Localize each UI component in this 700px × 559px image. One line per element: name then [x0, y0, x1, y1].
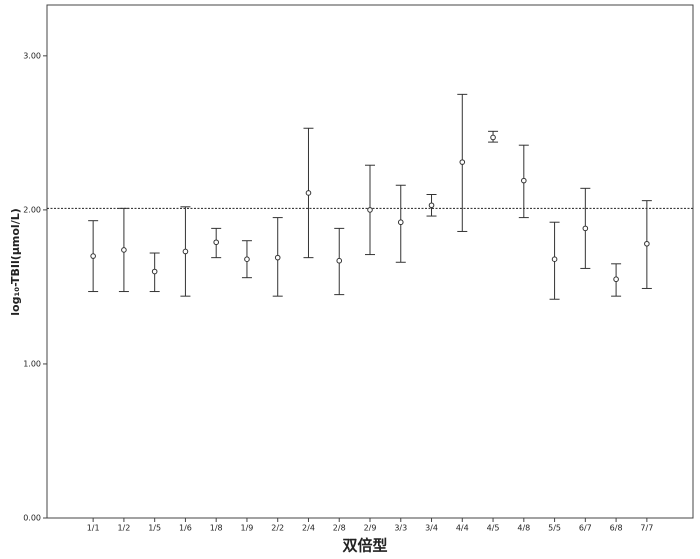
mean-point	[305, 190, 312, 196]
y-tick-label: 3.00	[23, 51, 41, 60]
mean-point	[459, 159, 466, 165]
x-tick-label: 4/4	[456, 524, 469, 533]
y-tick-label: 2.00	[23, 205, 41, 214]
mean-point	[397, 219, 404, 226]
mean-point	[336, 257, 343, 264]
mean-point	[274, 254, 281, 261]
mean-point	[151, 268, 158, 275]
mean-point	[551, 256, 558, 262]
x-tick-label: 4/8	[517, 524, 530, 533]
x-tick-label: 6/8	[610, 524, 623, 533]
x-tick-label: 3/3	[394, 524, 407, 533]
x-tick-label: 2/9	[364, 524, 377, 533]
x-tick-label: 1/6	[179, 524, 192, 533]
mean-point	[213, 239, 219, 246]
x-axis-label: 双倍型	[342, 537, 387, 555]
mean-point	[121, 247, 127, 253]
x-tick-label: 1/1	[87, 524, 100, 533]
mean-point	[490, 134, 496, 141]
x-tick-label: 2/4	[302, 524, 315, 533]
mean-point	[644, 240, 650, 247]
mean-point	[244, 256, 250, 262]
x-tick-label: 5/5	[548, 524, 561, 533]
x-tick-label: 2/8	[333, 524, 346, 533]
mean-point	[521, 177, 527, 184]
mean-point	[582, 225, 589, 232]
x-tick-label: 2/2	[271, 524, 284, 533]
x-tick-label: 1/2	[117, 524, 130, 533]
x-tick-label: 1/5	[148, 524, 161, 533]
x-tick-label: 4/5	[487, 524, 500, 533]
x-tick-label: 1/8	[210, 524, 223, 533]
x-tick-label: 7/7	[640, 524, 653, 533]
plot-frame	[46, 4, 694, 519]
x-tick-label: 6/7	[579, 524, 592, 533]
x-tick-label: 1/9	[241, 524, 254, 533]
mean-point	[182, 248, 189, 255]
y-axis-label: log₁₀-TBIl(μmol/L)	[9, 208, 22, 316]
mean-point	[428, 202, 435, 209]
mean-point	[90, 253, 96, 259]
y-tick-label: 0.00	[23, 514, 41, 523]
mean-point	[367, 207, 373, 213]
x-tick-label: 3/4	[425, 524, 438, 533]
y-tick-label: 1.00	[23, 359, 41, 368]
mean-point	[613, 276, 619, 283]
